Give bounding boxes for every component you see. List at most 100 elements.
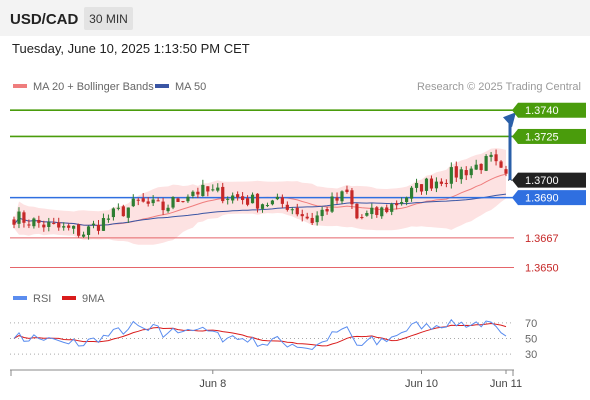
candle [196, 187, 200, 199]
candle [390, 202, 394, 216]
candle [489, 152, 493, 162]
ma50-line [13, 193, 507, 226]
candle [91, 220, 96, 229]
candle-body [62, 226, 66, 228]
candle-body [221, 186, 225, 202]
candle-body [131, 198, 135, 207]
candle-body [504, 169, 508, 174]
candle-body [335, 197, 339, 201]
candle [315, 211, 319, 226]
candle-body [409, 187, 414, 199]
candle-body [494, 154, 498, 162]
candle [325, 206, 329, 215]
candle-body [449, 167, 453, 184]
candle [216, 183, 220, 193]
candle [151, 195, 155, 207]
candle [385, 204, 389, 214]
candle-body [201, 184, 205, 197]
candle-body [226, 198, 230, 200]
candle-body [156, 200, 160, 202]
label-s1: 1.3667 [525, 233, 559, 245]
candle [474, 159, 478, 170]
candle [136, 197, 140, 206]
candle [375, 206, 379, 218]
candle [494, 149, 498, 166]
symbol-title: USD/CAD [10, 11, 79, 28]
rsi-line [13, 318, 507, 351]
x-tick-label: Jun 8 [199, 378, 226, 390]
candle-body [265, 205, 270, 207]
label-pivot-box [518, 190, 586, 206]
candle [245, 195, 250, 207]
candle-body [290, 209, 294, 211]
candle [360, 214, 364, 220]
ma50-legend-label: MA 50 [175, 81, 206, 93]
candle [131, 194, 135, 208]
x-tick-label: Jun 10 [405, 378, 438, 390]
candle [156, 197, 160, 202]
candle [305, 212, 309, 220]
label-r1: 1.3740 [525, 105, 559, 117]
candle-body [395, 203, 399, 206]
candle-body [375, 207, 379, 215]
candle-body [191, 191, 195, 196]
candle [176, 197, 180, 203]
candle-body [255, 193, 260, 209]
candle-body [414, 182, 419, 188]
candle [355, 203, 359, 220]
candle-body [176, 198, 180, 203]
candle-body [181, 201, 185, 203]
candle-body [77, 224, 81, 236]
candle-body [27, 224, 31, 226]
candle-body [141, 198, 145, 202]
candle [345, 185, 349, 194]
candle-body [37, 219, 41, 223]
candle [300, 209, 304, 222]
candle-body [91, 223, 96, 226]
candle [280, 194, 284, 209]
candle-body [350, 190, 354, 205]
candle [201, 179, 205, 197]
candle [86, 225, 91, 240]
candle [166, 204, 170, 213]
candle-body [186, 196, 190, 202]
candle [260, 203, 265, 213]
price-levels [10, 109, 514, 269]
candle-body [211, 189, 215, 191]
candle [424, 177, 429, 195]
timeframe-badge[interactable] [84, 7, 133, 30]
candle-body [206, 186, 210, 192]
candle [111, 207, 115, 221]
candle [22, 210, 26, 228]
label-last-box [518, 172, 586, 188]
rsi-tick-label: 70 [525, 318, 537, 330]
candle-body [385, 207, 389, 213]
candle-body [136, 199, 140, 201]
price-labels: 1.3740 1.3725 1.3700 1.3690 1.3667 1.3650 [512, 102, 586, 275]
label-pivot-tip [512, 190, 518, 206]
candle [81, 231, 86, 238]
ma20-legend-label: MA 20 + Bollinger Bands [33, 81, 154, 93]
candle [141, 193, 145, 203]
candle [12, 216, 16, 229]
candle [42, 220, 46, 232]
candle-body [106, 218, 111, 220]
candle [380, 206, 384, 219]
label-r2-tip [512, 128, 518, 144]
candle-body [370, 207, 374, 215]
candle [255, 193, 260, 213]
candle-body [469, 168, 473, 176]
candle [47, 217, 51, 232]
candle-body [325, 209, 329, 212]
label-s2: 1.3650 [525, 263, 559, 275]
candle-body [32, 218, 36, 227]
candle [106, 214, 111, 223]
candle [116, 203, 120, 211]
candle [72, 225, 76, 234]
x-tick-label: Jun 11 [490, 378, 522, 390]
candle [464, 166, 468, 181]
candle-body [231, 195, 235, 201]
candle-body [464, 170, 468, 176]
candle [320, 206, 324, 221]
